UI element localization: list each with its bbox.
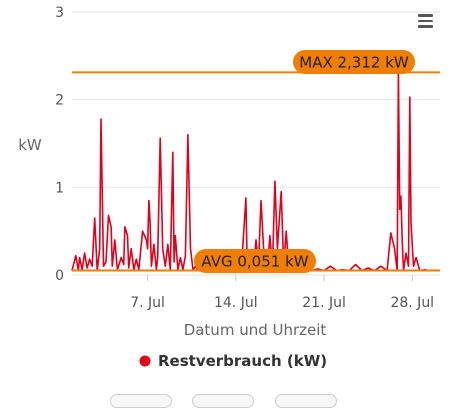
legend-item-label: Restverbrauch (kW) bbox=[158, 352, 327, 370]
menu-icon-bar bbox=[417, 14, 433, 17]
plot-lines: MAX 2,312 kW AVG 0,051 kW bbox=[72, 50, 440, 273]
y-axis-title: kW bbox=[18, 136, 42, 154]
menu-icon-bar bbox=[417, 19, 433, 23]
x-tick-label: 21. Jul bbox=[302, 295, 346, 311]
x-tick-label: 28. Jul bbox=[390, 295, 434, 311]
legend-marker bbox=[139, 355, 151, 367]
menu-icon-bar bbox=[417, 25, 433, 28]
series-line[interactable] bbox=[71, 71, 440, 272]
plot-line-label-bg bbox=[293, 50, 415, 74]
x-tick-label: 7. Jul bbox=[130, 295, 165, 311]
bottom-button[interactable] bbox=[192, 394, 254, 408]
y-tick-label: 3 bbox=[55, 5, 64, 21]
y-tick-label: 2 bbox=[55, 93, 64, 109]
plot-line-label: AVG 0,051 kW bbox=[201, 253, 308, 271]
bottom-button[interactable] bbox=[275, 394, 337, 408]
plot-line-label: MAX 2,312 kW bbox=[299, 54, 409, 72]
y-tick-label: 1 bbox=[55, 180, 64, 196]
x-tick-label: 14. Jul bbox=[214, 295, 258, 311]
plot-line-label-bg bbox=[194, 249, 316, 273]
series-layer bbox=[71, 71, 440, 272]
x-axis-title: Datum und Uhrzeit bbox=[184, 321, 327, 339]
chart-menu-button[interactable] bbox=[412, 8, 438, 34]
y-tick-labels: 0 1 2 3 bbox=[55, 5, 64, 284]
x-tick-labels: 7. Jul 14. Jul 21. Jul 28. Jul bbox=[130, 275, 434, 311]
legend[interactable]: Restverbrauch (kW) bbox=[139, 352, 328, 370]
bottom-button[interactable] bbox=[110, 394, 172, 408]
grid-lines bbox=[72, 11, 440, 276]
y-tick-label: 0 bbox=[55, 268, 64, 284]
bottom-button-row bbox=[0, 394, 449, 408]
